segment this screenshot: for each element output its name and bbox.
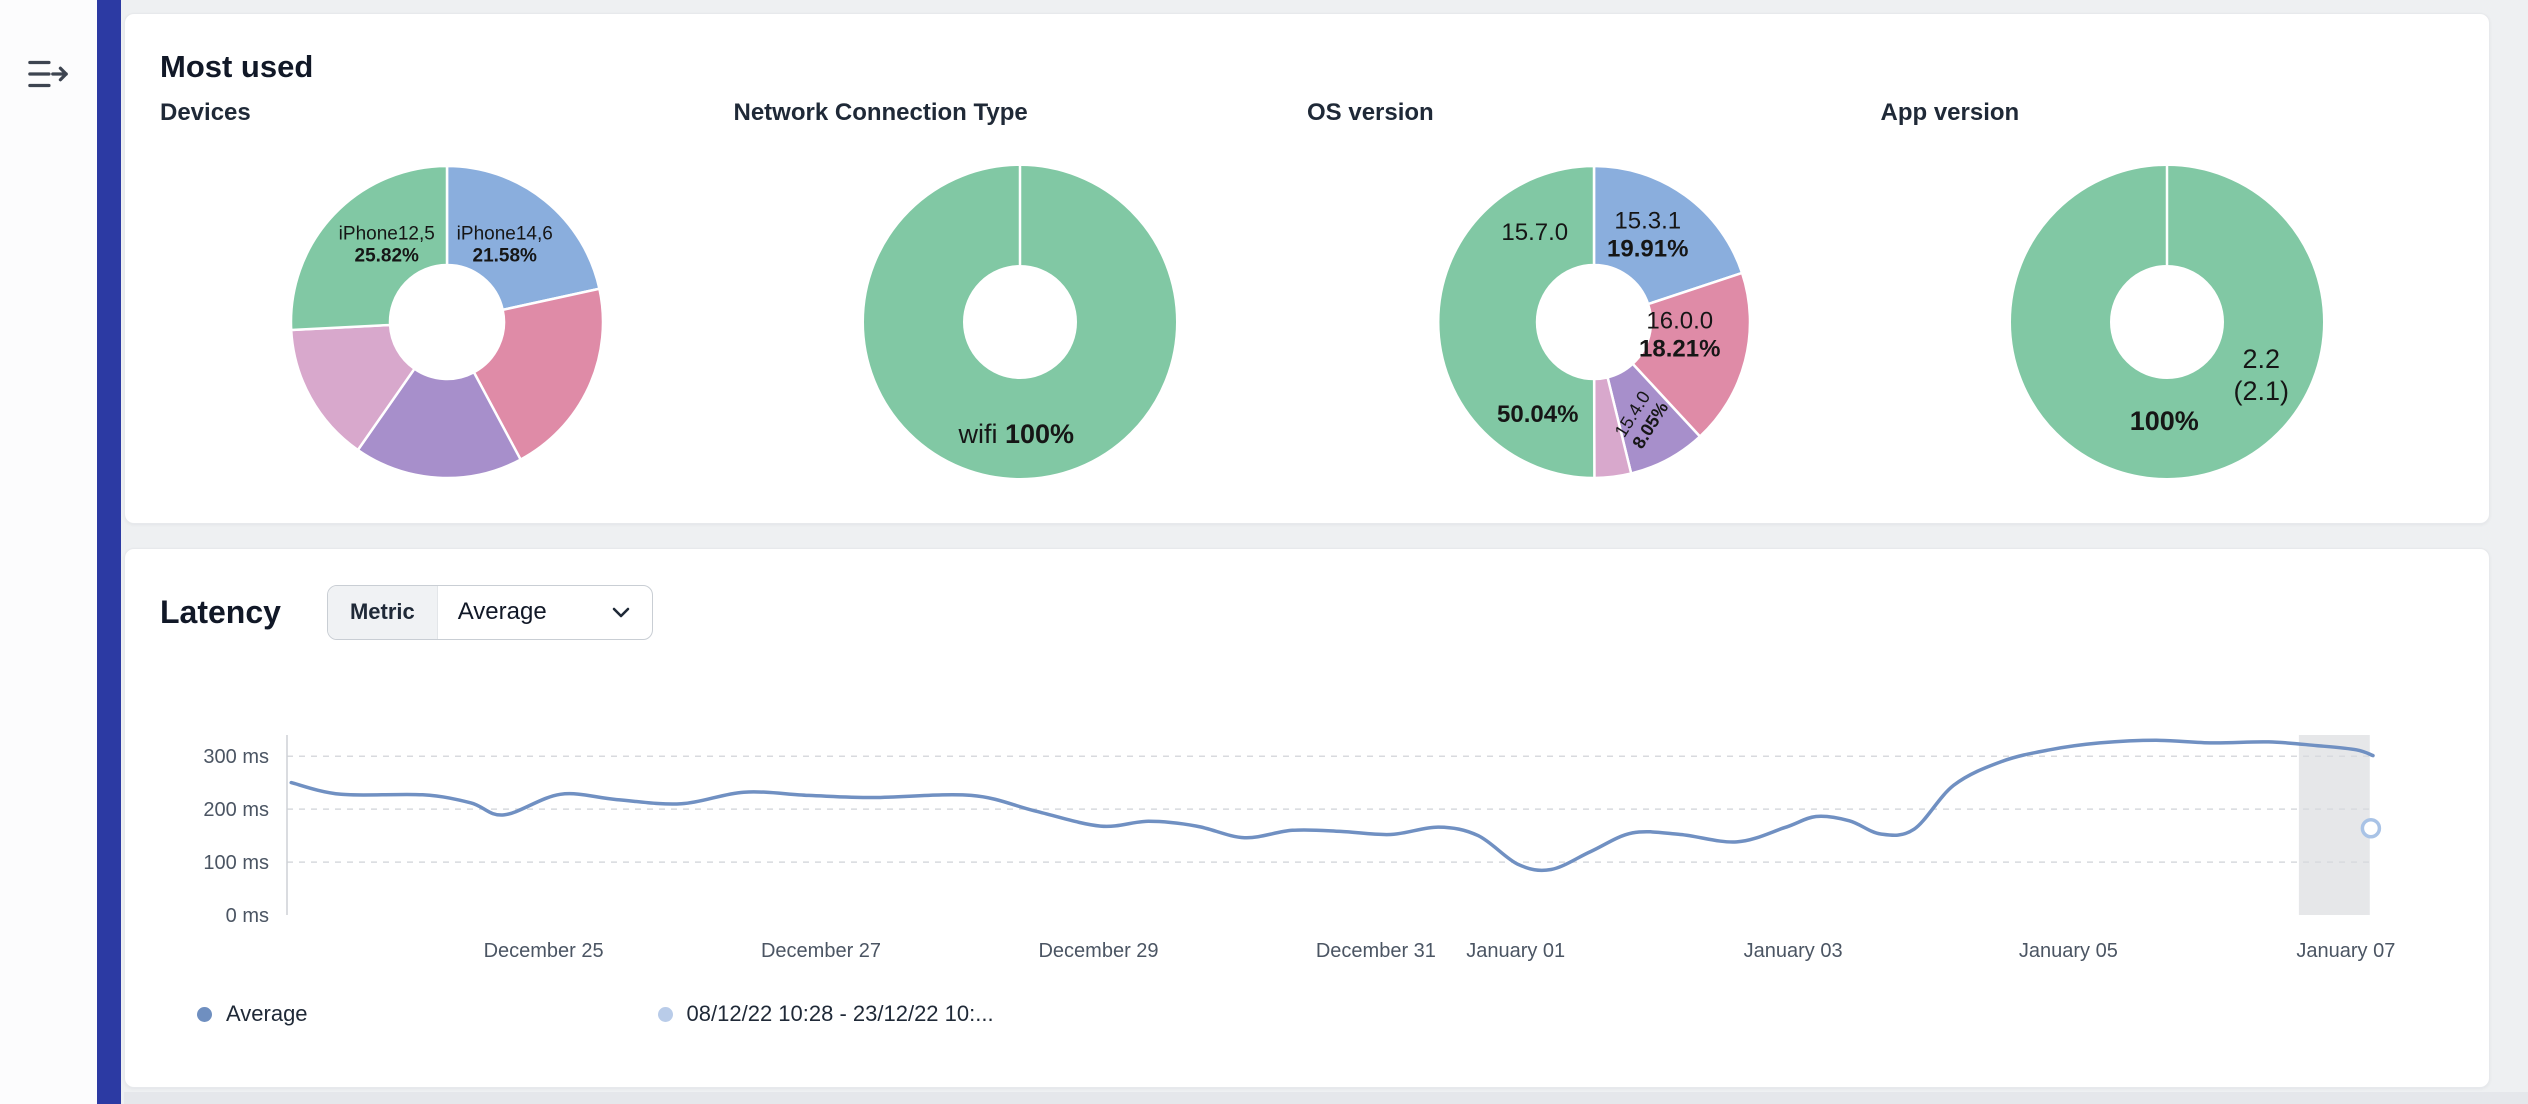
metric-select[interactable]: Metric Average <box>326 584 653 640</box>
app-version-donut-svg <box>2011 166 2324 478</box>
sidebar-expand-button[interactable] <box>22 52 74 96</box>
donut-label-iphone12-5: iPhone12,5 25.82% <box>338 223 435 267</box>
os-version-section: OS version 15.7.0 15.3.1 19.91% 16.0.0 1… <box>1307 99 1881 482</box>
svg-text:December 31: December 31 <box>1316 940 1436 962</box>
metric-select-label: Metric <box>327 585 438 639</box>
most-used-card: Most used Devices iPhone12,5 25.82% iPho… <box>124 13 2490 524</box>
legend-dot-comparison-range <box>657 1006 673 1022</box>
svg-text:0 ms: 0 ms <box>226 905 269 927</box>
network-donut-chart[interactable]: wifi 100% <box>860 162 1180 482</box>
latency-line-chart[interactable]: 300 ms 200 ms 100 ms 0 ms December 25 Decembe… <box>160 721 2454 983</box>
svg-text:200 ms: 200 ms <box>203 799 269 821</box>
legend-dot-average <box>197 1006 212 1022</box>
legend-item-average[interactable]: Average <box>197 1001 308 1027</box>
devices-section-title: Devices <box>160 99 251 126</box>
app-version-section: App version 2.2 (2.1) 100% <box>1881 99 2455 482</box>
svg-text:December 27: December 27 <box>761 940 881 962</box>
svg-text:December 25: December 25 <box>484 940 604 962</box>
chevron-down-icon <box>608 586 652 639</box>
svg-text:January 07: January 07 <box>2296 940 2395 962</box>
latency-legend: Average 08/12/22 10:28 - 23/12/22 10:... <box>160 1001 2454 1027</box>
donut-label-15-7-0: 15.7.0 <box>1501 218 1569 246</box>
bottom-strip <box>124 1092 2528 1104</box>
svg-text:300 ms: 300 ms <box>203 746 269 768</box>
latency-title: Latency <box>160 593 281 630</box>
svg-text:January 01: January 01 <box>1466 940 1565 962</box>
svg-text:January 03: January 03 <box>1744 940 1843 962</box>
most-used-title: Most used <box>160 49 314 84</box>
svg-text:100 ms: 100 ms <box>203 852 269 874</box>
network-section-title: Network Connection Type <box>733 99 1028 126</box>
most-used-charts-row: Devices iPhone12,5 25.82% iPhone14,6 21.… <box>160 99 2454 482</box>
svg-text:December 29: December 29 <box>1038 940 1158 962</box>
donut-label-50-04: 50.04% <box>1497 400 1579 428</box>
donut-label-16-0-0: 16.0.0 18.21% <box>1639 307 1721 363</box>
sidebar-expand-icon <box>28 60 68 88</box>
svg-text:January 05: January 05 <box>2019 940 2118 962</box>
devices-section: Devices iPhone12,5 25.82% iPhone14,6 21.… <box>160 99 734 482</box>
legend-item-comparison-range[interactable]: 08/12/22 10:28 - 23/12/22 10:... <box>657 1001 994 1027</box>
donut-label-app-version: 2.2 (2.1) <box>2233 344 2290 406</box>
collapsed-sidebar <box>0 0 97 1104</box>
latency-header: Latency Metric Average <box>160 584 2454 640</box>
network-section: Network Connection Type wifi 100% <box>734 99 1308 482</box>
donut-label-15-3-1: 15.3.1 19.91% <box>1607 207 1689 263</box>
devices-donut-chart[interactable]: iPhone12,5 25.82% iPhone14,6 21.58% <box>287 162 607 482</box>
network-donut-svg <box>864 166 1177 478</box>
donut-label-app-pct: 100% <box>2129 406 2199 437</box>
os-version-donut-svg <box>1436 164 1751 480</box>
legend-label-average: Average <box>226 1001 308 1026</box>
devices-donut-svg <box>289 164 604 480</box>
os-version-donut-chart[interactable]: 15.7.0 15.3.1 19.91% 16.0.0 18.21% 50.04… <box>1434 162 1754 482</box>
donut-label-wifi: wifi 100% <box>958 419 1075 450</box>
sidebar-accent-bar <box>97 0 121 1104</box>
latency-card: Latency Metric Average 300 ms 200 ms 100 m… <box>124 548 2490 1088</box>
app-version-donut-chart[interactable]: 2.2 (2.1) 100% <box>2007 162 2327 482</box>
donut-label-iphone14-6: iPhone14,6 21.58% <box>456 223 553 267</box>
metric-select-value: Average <box>457 598 547 625</box>
main-content: Most used Devices iPhone12,5 25.82% iPho… <box>121 0 2528 1104</box>
os-version-section-title: OS version <box>1307 99 1434 126</box>
latency-chart-svg: 300 ms 200 ms 100 ms 0 ms December 25 Decembe… <box>203 735 2395 962</box>
legend-label-comparison-range: 08/12/22 10:28 - 23/12/22 10:... <box>686 1001 994 1026</box>
app-version-section-title: App version <box>1880 99 2020 126</box>
